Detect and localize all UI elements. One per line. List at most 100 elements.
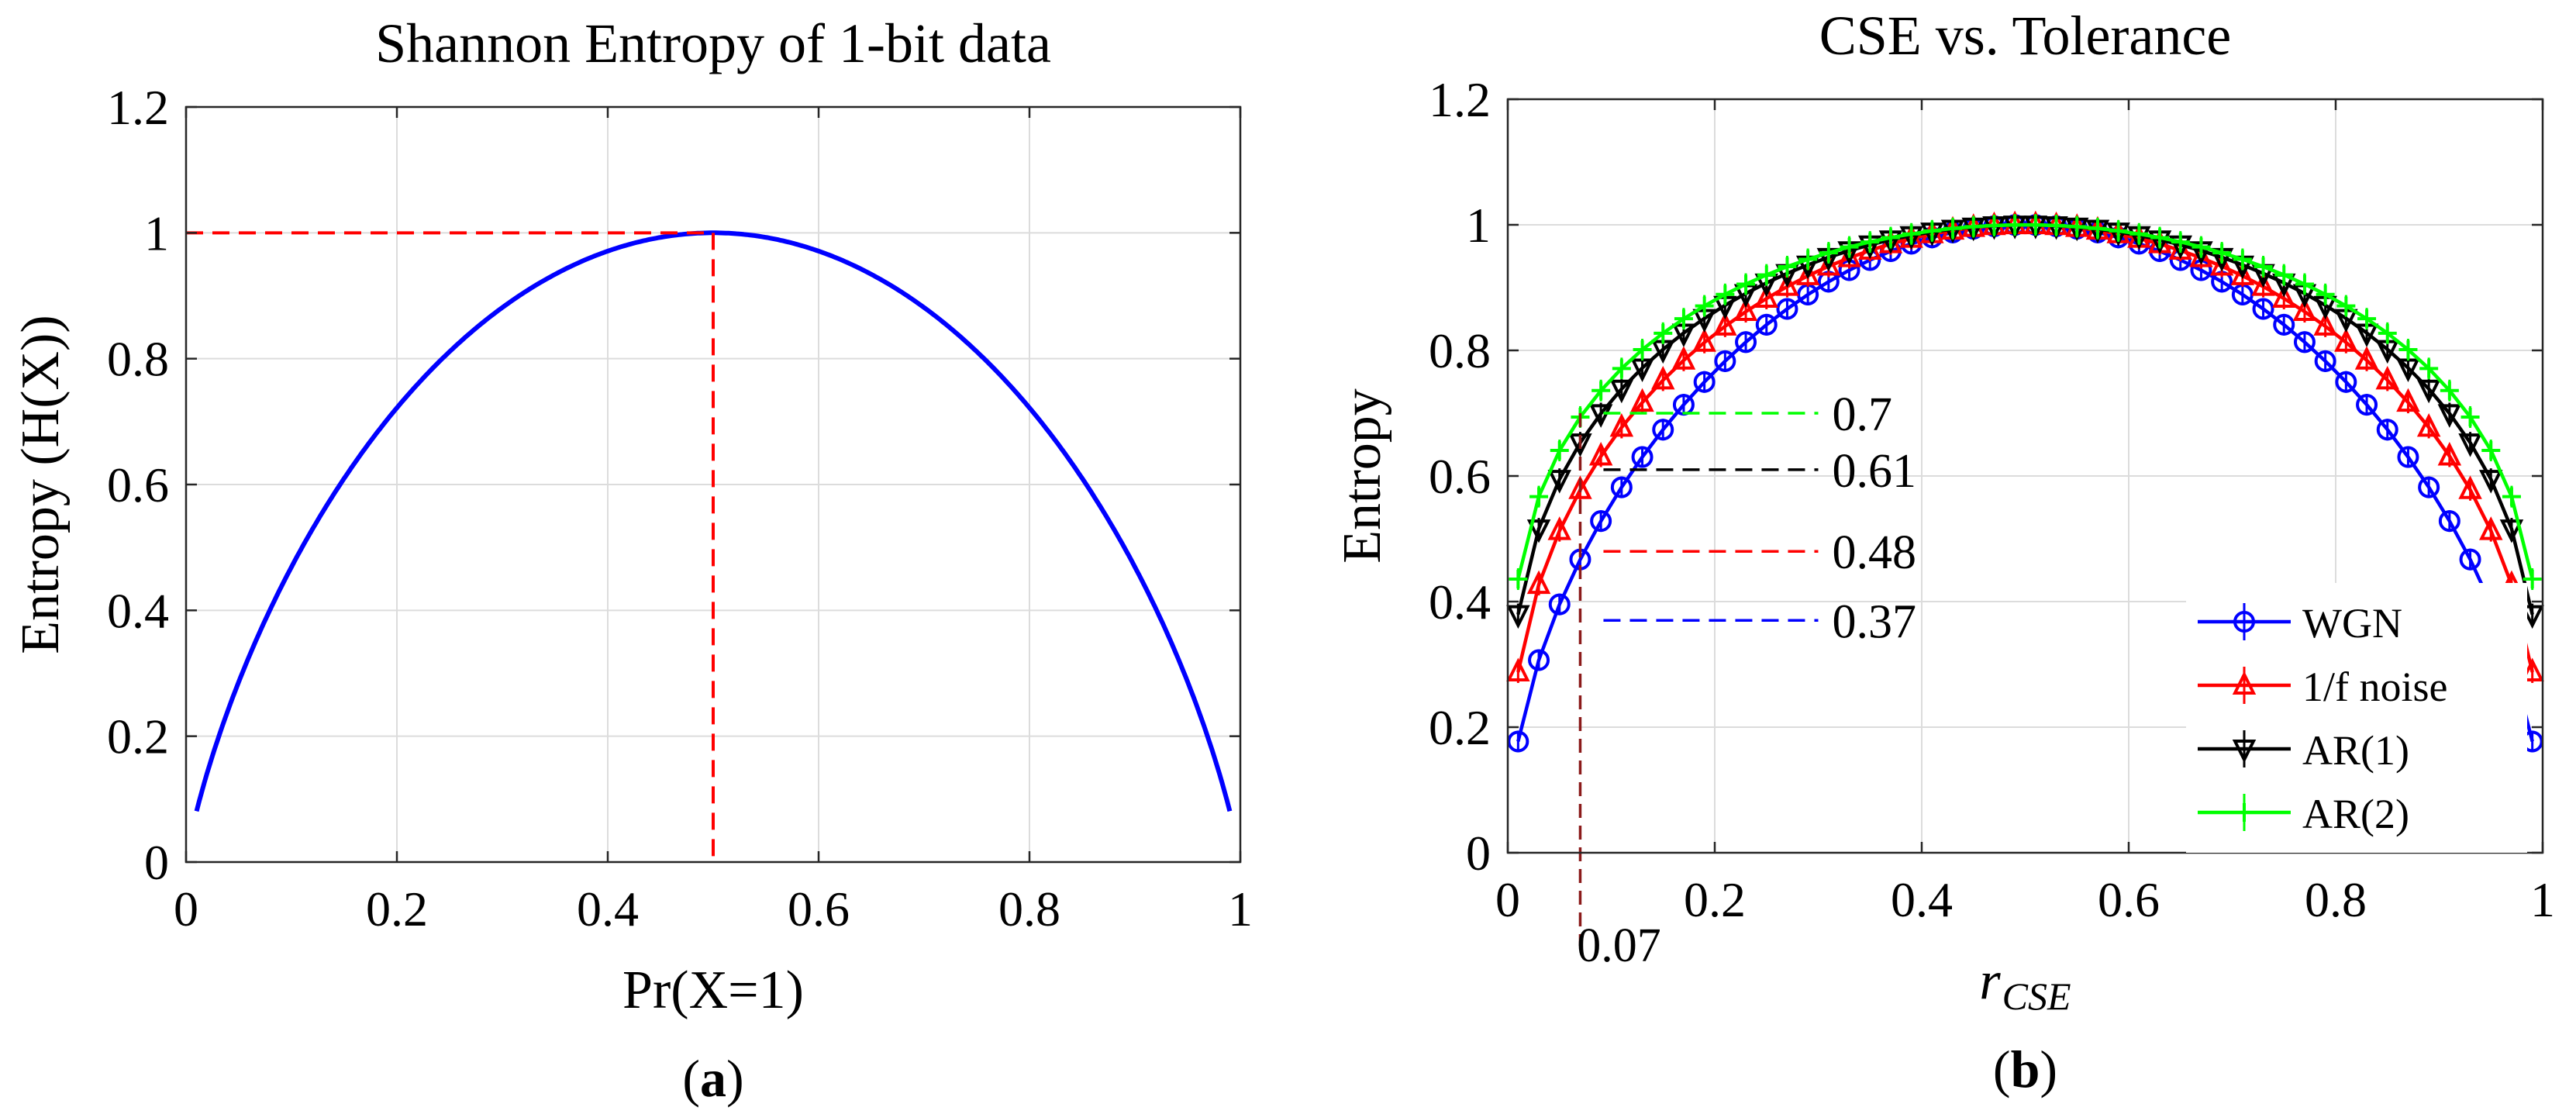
panel-b-level-label: 0.48 (1833, 526, 1917, 579)
panel-b-data-marker (2047, 216, 2066, 235)
panel-b-legend-label: WGN (2302, 600, 2402, 647)
panel-b-data-marker (2171, 233, 2190, 252)
panel-b-data-marker (1507, 730, 1529, 753)
panel-b-data-marker (1757, 265, 1776, 285)
panel-b-data-marker (2416, 379, 2441, 404)
a-x-tick-label: 1 (1228, 881, 1253, 936)
b-y-tick-label: 1 (1466, 198, 1491, 253)
panel-b-data-marker (1509, 569, 1528, 588)
panel-b-data-marker (1837, 243, 1861, 267)
panel-b-legend: WGN 1/f noise AR(1) AR(2) (2186, 583, 2527, 853)
panel-b-data-marker (2314, 350, 2336, 372)
panel-b-data-marker (2254, 257, 2273, 277)
panel-b-level-label: 0.7 (1833, 388, 1893, 441)
a-y-tick-label: 0 (144, 835, 169, 890)
panel-b-data-marker (2292, 297, 2317, 322)
panel-b-y-axis-label: Entropy (1333, 388, 1392, 564)
panel-b-data-marker (2129, 224, 2149, 243)
panel-b-data-marker (1881, 228, 1900, 247)
panel-b-data-marker (1714, 350, 1736, 372)
panel-b-data-marker (2335, 371, 2357, 393)
panel-b-data-marker (1840, 237, 1859, 257)
panel-b-data-marker (1610, 476, 1633, 498)
panel-b-data-marker (2230, 261, 2255, 285)
panel-b-data-marker (1902, 224, 1921, 243)
a-x-tick-label: 0.4 (577, 881, 639, 936)
panel-b-data-marker (1631, 446, 1654, 468)
a-y-tick-label: 0.8 (107, 332, 169, 387)
a-y-tick-label: 1 (144, 205, 169, 260)
panel-b-legend-marker (2233, 611, 2255, 633)
panel-b-data-marker (2334, 328, 2358, 352)
panel-a-entropy-curve (194, 230, 1233, 812)
panel-b-data-marker (1612, 359, 1631, 378)
panel-a-y-axis-label: Entropy (H(X)) (11, 315, 71, 654)
panel-b-x-axis-symbol: r (1979, 951, 2001, 1011)
panel-b-data-marker (2357, 309, 2377, 329)
panel-a-title: Shannon Entropy of 1-bit data (375, 12, 1051, 74)
b-x-tick-label: 0.2 (1684, 872, 1746, 927)
b-x-tick-label: 0.8 (2305, 872, 2367, 927)
panel-b-data-marker (1943, 219, 1963, 238)
panel-b-data-marker (2520, 657, 2544, 681)
panel-b-data-marker (1733, 297, 1758, 322)
panel-b-data-marker (1775, 272, 1799, 296)
panel-b-series-line (1516, 222, 2534, 580)
panel-b-level-label: 0.37 (1833, 595, 1917, 648)
b-x-tick-label: 0.4 (1891, 872, 1953, 927)
panel-b-data-marker (1526, 570, 1551, 595)
panel-a-subfigure-letter: a (700, 1049, 726, 1108)
panel-b-data-marker (2499, 519, 2524, 543)
panel-b-data-marker (1550, 441, 1569, 460)
panel-b-data-marker (1674, 309, 1693, 329)
panel-b-data-marker (2418, 476, 2440, 498)
panel-b-data-marker (1609, 379, 1634, 404)
panel-b-data-marker (2274, 265, 2294, 285)
panel-b-data-marker (2479, 470, 2503, 494)
panel-b-data-marker (1652, 419, 1674, 441)
panel-b-data-marker (2209, 252, 2234, 276)
panel-b-data-marker (1609, 412, 1634, 437)
panel-b-data-marker (2191, 237, 2211, 257)
panel-b-series (1506, 210, 2544, 753)
panel-b-series-ar-2- (1509, 214, 2542, 590)
a-y-tick-label: 0.6 (107, 457, 169, 512)
panel-b-data-marker (1590, 510, 1612, 533)
panel-b-data-marker (2458, 475, 2482, 499)
panel-b-data-marker (1529, 487, 1549, 506)
panel-b-data-marker (2523, 569, 2542, 588)
panel-b-title: CSE vs. Tolerance (1819, 5, 2232, 67)
panel-b-data-marker (1568, 475, 1592, 499)
panel-b-data-marker (1860, 233, 1880, 252)
panel-b-data-marker (1671, 346, 1696, 370)
panel-b-ticks: 0 0.2 0.4 0.6 0.8 1 0 0.2 0.4 0.6 0.8 1 1.2 (1429, 72, 2555, 927)
panel-a-entropy-chart: 0 0.2 0.4 0.6 0.8 1 0 0.2 0.4 0.6 0.8 1 1.2 Shannon … (11, 12, 1253, 1108)
panel-b-data-marker (2088, 219, 2107, 238)
panel-b-data-marker (2396, 388, 2420, 412)
panel-a-ticks: 0 0.2 0.4 0.6 0.8 1 0 0.2 0.4 0.6 0.8 1 1.2 (107, 80, 1253, 936)
panel-b-data-marker (1816, 252, 1841, 276)
panel-b-data-marker (2212, 243, 2232, 263)
panel-b-data-marker (2316, 285, 2335, 304)
panel-b-data-marker (2252, 298, 2274, 320)
a-x-tick-label: 0.8 (998, 881, 1060, 936)
panel-b-data-marker (1588, 441, 1613, 466)
panel-b-data-marker (2295, 274, 2314, 294)
panel-b-data-marker (2272, 284, 2296, 309)
panel-b-data-marker (1776, 298, 1798, 320)
panel-b-data-marker (2378, 323, 2397, 343)
panel-b-data-marker (1713, 312, 1737, 336)
b-y-tick-label: 0.6 (1429, 449, 1491, 504)
panel-b-data-marker (1588, 404, 1613, 428)
panel-b-data-marker (1528, 649, 1550, 671)
panel-b-data-marker (2479, 516, 2503, 540)
a-y-tick-label: 1.2 (107, 80, 169, 135)
a-y-tick-label: 0.4 (107, 583, 169, 638)
panel-b-data-marker (1985, 216, 2004, 235)
b-x-tick-label: 1 (2530, 872, 2555, 927)
panel-b-data-marker (2437, 441, 2462, 466)
panel-a-series (194, 230, 1233, 812)
a-y-tick-label: 0.2 (107, 709, 169, 764)
panel-b-annotations: 0.07 0.70.61 0.48 0.37 (1577, 388, 1916, 972)
panel-b-threshold-label: 0.07 (1577, 919, 1661, 972)
